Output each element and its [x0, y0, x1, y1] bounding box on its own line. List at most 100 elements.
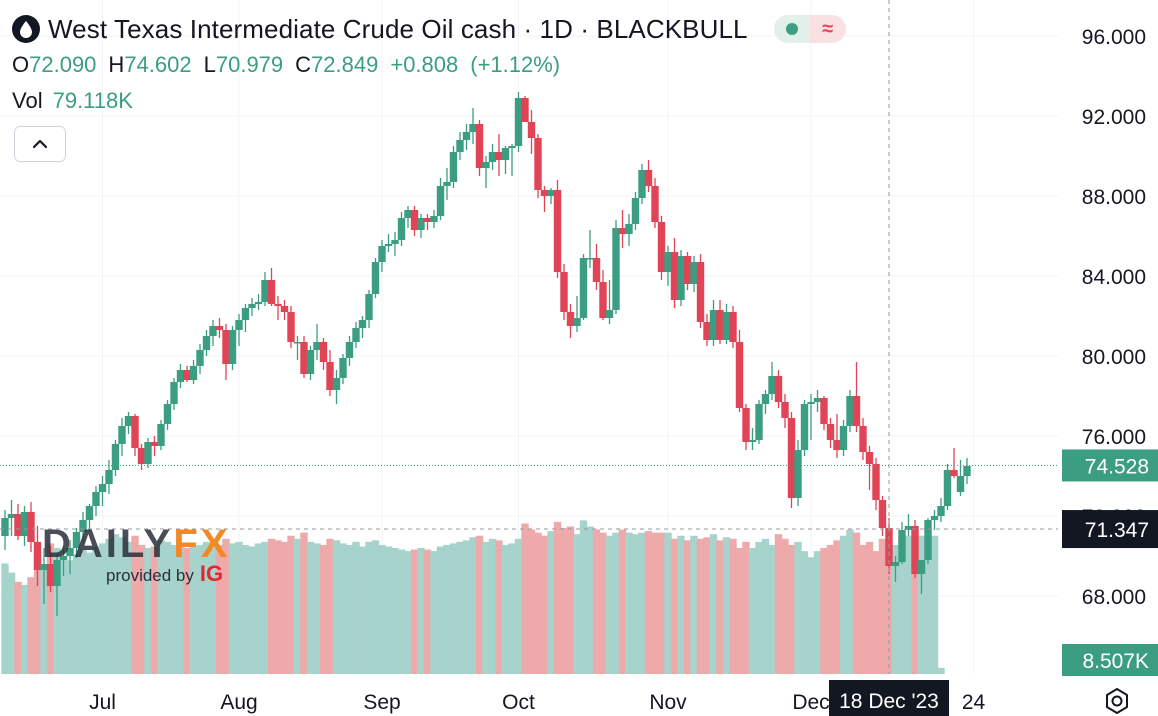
volume-bar	[761, 538, 770, 674]
ohlc-values: O 72.090 H 74.602 L 70.979 C 72.849 +0.808 (…	[12, 52, 846, 82]
candle-body	[469, 124, 477, 132]
volume-bar	[781, 538, 789, 674]
volume-bar	[917, 535, 926, 674]
candle-body	[586, 258, 594, 260]
candle-body	[371, 262, 380, 294]
candle-body	[313, 342, 321, 350]
candle-body	[553, 190, 562, 272]
volume-bar	[527, 529, 536, 674]
candle-body	[235, 320, 243, 330]
volume-bar	[326, 538, 334, 674]
volume-bar	[534, 532, 542, 674]
wave-icon[interactable]: ≈	[809, 15, 846, 43]
candle-body	[703, 322, 711, 340]
volume-bar	[462, 540, 471, 674]
drop-icon	[12, 15, 40, 43]
volume-bar	[456, 541, 464, 674]
volume-bar	[92, 546, 100, 674]
candle-body	[852, 396, 861, 426]
candle-body	[59, 556, 68, 560]
volume-bar	[352, 541, 360, 674]
candle-body	[599, 282, 607, 318]
watermark-provided-by: provided by	[106, 566, 194, 585]
candle-body	[300, 342, 308, 374]
volume-bar	[501, 544, 510, 674]
volume-label: Vol	[12, 88, 43, 113]
candle-body	[735, 342, 744, 408]
volume-bar	[293, 538, 302, 674]
candle-body	[215, 326, 224, 330]
market-open-indicator[interactable]	[773, 15, 810, 43]
volume-bar	[449, 543, 458, 674]
volume-bar	[631, 534, 640, 674]
volume-bar	[605, 535, 614, 674]
volume-bar	[66, 560, 74, 674]
volume-bar	[202, 541, 211, 674]
candle-body	[644, 170, 653, 186]
volume-bar	[625, 532, 633, 674]
close-value: 72.849	[311, 52, 379, 77]
candle-body	[183, 370, 191, 380]
collapse-legend-button[interactable]	[14, 126, 66, 162]
volume-bar	[540, 535, 549, 674]
volume-bar	[755, 541, 763, 674]
candle-body	[176, 370, 185, 382]
time-tick-label: Nov	[649, 691, 687, 714]
status-pills[interactable]: ≈	[773, 15, 846, 43]
volume-bar	[183, 548, 191, 674]
candle-body	[475, 124, 484, 168]
volume-bar	[397, 549, 406, 674]
candle-body	[92, 492, 100, 506]
volume-bar	[911, 532, 919, 674]
volume-bar	[319, 544, 328, 674]
volume-bar	[14, 581, 22, 674]
price-tick-label: 96.000	[1082, 26, 1146, 49]
volume-legend: Vol 79.118K	[12, 88, 846, 118]
time-axis[interactable]: Jul Aug Sep Oct Nov Dec 24 18 Dec '23	[89, 680, 985, 716]
volume-bar	[664, 532, 672, 674]
volume-bar	[826, 544, 835, 674]
volume-bar	[157, 540, 165, 674]
candle-body	[904, 526, 913, 530]
volume-bar	[423, 549, 432, 674]
volume-bar	[885, 541, 893, 674]
candle-body	[891, 562, 900, 566]
volume-bar	[287, 535, 295, 674]
candle-body	[105, 470, 113, 484]
low-value: 70.979	[215, 52, 284, 77]
volume-bar	[774, 534, 783, 674]
candle-body	[365, 294, 373, 320]
volume-tag	[1062, 644, 1158, 676]
candle-body	[27, 512, 35, 542]
candle-body	[664, 252, 672, 272]
candle-body	[209, 326, 217, 336]
candle-body	[618, 228, 627, 234]
candle-body	[85, 506, 94, 520]
volume-bar	[820, 548, 828, 674]
volume-bar	[891, 544, 900, 674]
volume-bar	[20, 584, 29, 674]
candle-body	[963, 466, 971, 476]
candle-body	[53, 560, 61, 586]
volume-bar	[417, 548, 425, 674]
gear-icon[interactable]	[1102, 686, 1132, 716]
candle-body	[573, 318, 581, 326]
time-tick-label: Sep	[363, 691, 400, 714]
candle-body	[33, 542, 42, 570]
volume-bar	[306, 541, 315, 674]
symbol-title[interactable]: West Texas Intermediate Crude Oil cash ·…	[48, 13, 748, 44]
volume-bar	[618, 529, 627, 674]
candle-body	[956, 476, 965, 492]
candle-body	[657, 222, 666, 272]
volume-bar	[924, 541, 932, 674]
volume-bar	[878, 538, 887, 674]
volume-bar	[677, 535, 685, 674]
candle-body	[579, 258, 588, 318]
price-axis[interactable]: 96.00092.00088.00084.00080.00076.00072.0…	[1062, 26, 1158, 676]
volume-bar	[612, 532, 620, 674]
dailyfx-watermark: DAILYFX provided by IG	[42, 522, 230, 587]
volume-bar	[839, 535, 848, 674]
candle-body	[326, 362, 334, 390]
volume-bar	[79, 549, 87, 674]
